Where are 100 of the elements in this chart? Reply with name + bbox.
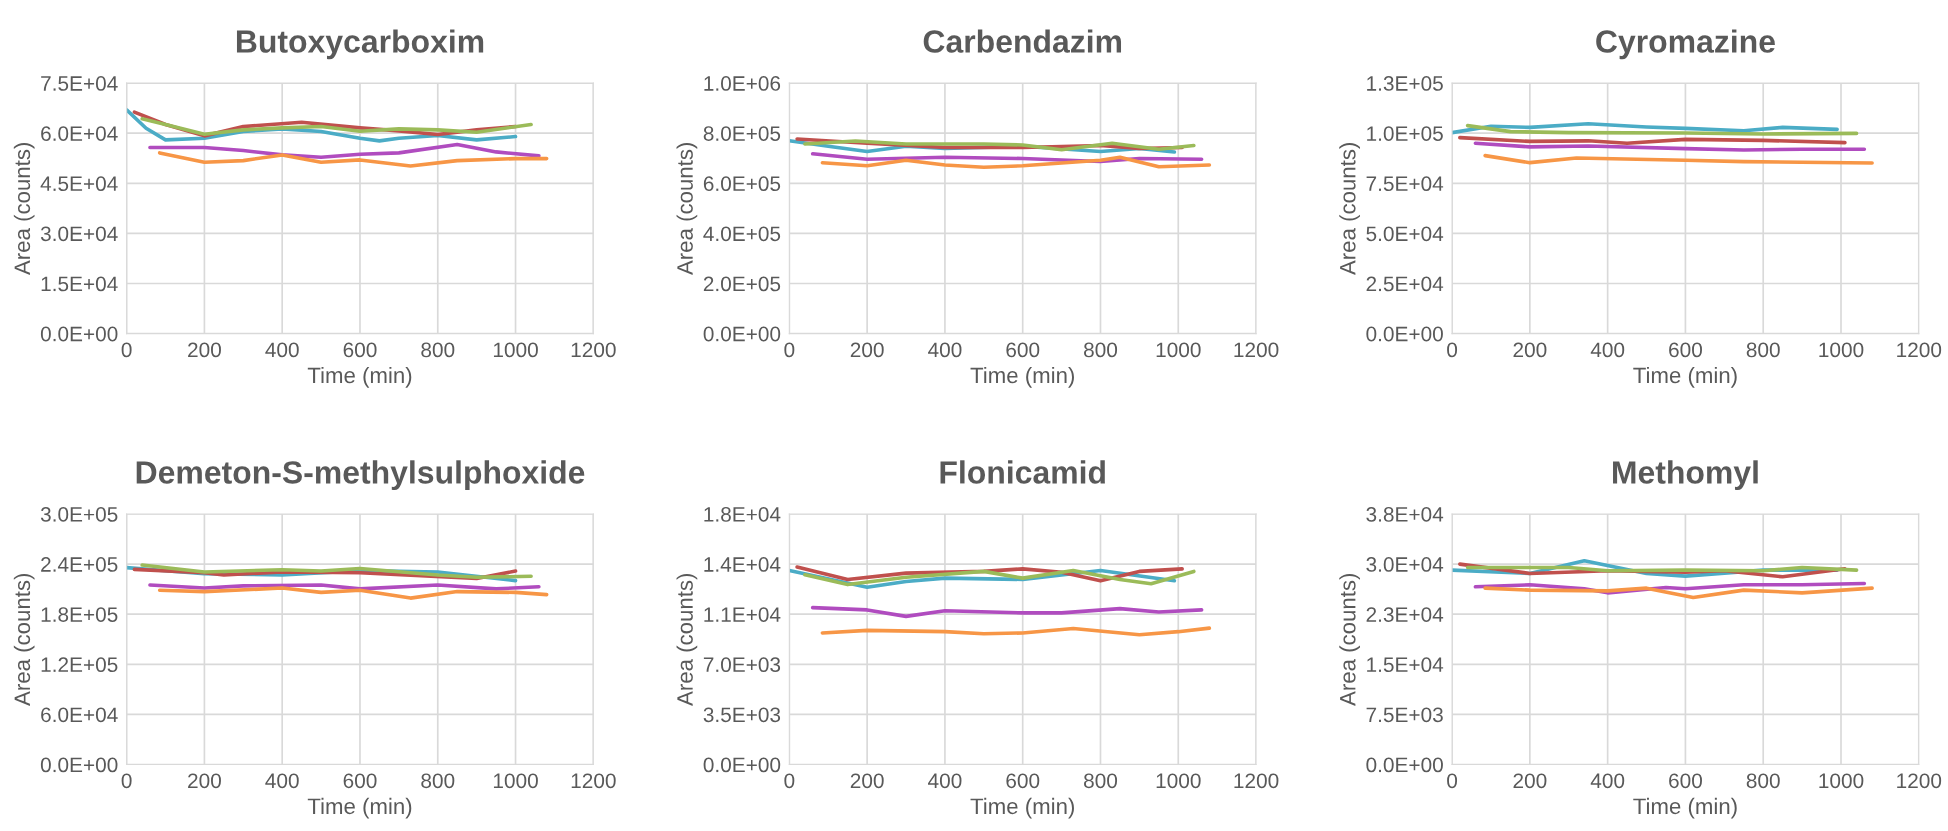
y-tick-label: 8.0E+05 (703, 126, 781, 141)
x-tick-label: 200 (188, 773, 221, 789)
x-tick-label: 0 (784, 773, 795, 789)
x-tick-label: 400 (928, 342, 962, 358)
line-series (1483, 153, 1874, 165)
x-tick-label: 200 (850, 342, 884, 358)
x-tick-label: 1000 (1819, 342, 1864, 358)
x-tick-label: 800 (421, 773, 455, 789)
x-tick-label: 200 (188, 342, 221, 358)
y-tick-label: 1.4E+04 (704, 557, 781, 572)
y-tick-label: 7.5E+04 (41, 76, 118, 91)
chart-title: Flonicamid (940, 460, 1105, 484)
chart-title: Methomyl (1613, 460, 1758, 491)
x-tick-label: 1000 (1156, 773, 1201, 789)
x-tick-label: 200 (1513, 773, 1547, 789)
y-tick-label: 7.5E+04 (1366, 176, 1444, 192)
line-series (803, 568, 1196, 587)
line-series (157, 586, 549, 600)
y-tick-label: 1.5E+04 (1367, 657, 1444, 673)
x-tick-label: 800 (421, 342, 455, 358)
line-series (820, 626, 1212, 637)
y-tick-label: 1.0E+05 (1367, 126, 1443, 141)
y-tick-label: 3.0E+04 (1366, 557, 1444, 572)
y-axis-title: Area (counts) (13, 573, 35, 706)
x-tick-label: 1000 (1156, 342, 1201, 358)
x-axis-title: Time (min) (970, 366, 1074, 388)
x-axis-title: Time (min) (970, 797, 1074, 819)
x-axis-title: Time (min) (307, 366, 412, 388)
y-axis-title: Area (counts) (676, 143, 698, 276)
y-tick-label: 4.0E+05 (703, 226, 781, 242)
y-tick-label: 1.1E+04 (704, 607, 781, 622)
y-tick-label: 1.3E+05 (1367, 76, 1443, 91)
x-tick-label: 1200 (571, 773, 616, 789)
x-tick-label: 400 (265, 342, 299, 358)
y-axis-title: Area (counts) (1339, 143, 1360, 276)
x-tick-label: 0 (121, 773, 132, 789)
line-series (810, 605, 1204, 619)
x-tick-label: 1200 (1897, 773, 1942, 789)
y-tick-label: 2.0E+05 (703, 276, 781, 292)
x-tick-label: 400 (928, 773, 962, 789)
x-tick-label: 0 (121, 342, 132, 358)
line-series (1465, 123, 1859, 136)
x-tick-label: 1000 (1819, 773, 1864, 789)
y-tick-label: 4.5E+04 (40, 176, 118, 192)
x-tick-label: 800 (1746, 342, 1780, 358)
line-series (1473, 141, 1867, 152)
x-tick-label: 1200 (1897, 342, 1942, 358)
x-tick-label: 600 (1669, 342, 1702, 358)
x-tick-label: 400 (1590, 342, 1625, 358)
x-tick-label: 800 (1084, 773, 1118, 789)
y-tick-label: 1.8E+04 (704, 507, 781, 522)
x-tick-label: 200 (1513, 342, 1547, 358)
x-tick-label: 600 (343, 773, 377, 789)
x-tick-label: 800 (1746, 773, 1780, 789)
y-tick-label: 3.0E+05 (40, 507, 118, 522)
line-series (140, 563, 533, 580)
y-tick-label: 3.0E+04 (40, 226, 118, 242)
x-tick-label: 600 (1669, 773, 1702, 789)
x-tick-label: 200 (850, 773, 884, 789)
y-tick-label: 0.0E+00 (1366, 757, 1443, 773)
x-tick-label: 1200 (571, 342, 616, 358)
chart-title: Cyromazine (1596, 29, 1775, 60)
x-axis-title: Time (min) (1633, 366, 1737, 388)
y-tick-label: 7.5E+03 (1366, 707, 1443, 723)
y-tick-label: 2.4E+05 (41, 557, 118, 572)
chart-title: Carbendazim (923, 29, 1122, 53)
chart-title: Demeton-S-methylsulphoxide (136, 460, 585, 491)
y-tick-label: 3.5E+03 (703, 707, 781, 723)
y-tick-label: 2.5E+04 (1366, 276, 1444, 292)
x-tick-label: 600 (1006, 773, 1040, 789)
x-tick-label: 600 (343, 342, 377, 358)
chart-title: Butoxycarboxim (236, 29, 484, 60)
line-series (820, 155, 1212, 170)
x-tick-label: 1200 (1234, 342, 1279, 358)
x-tick-label: 0 (1447, 342, 1458, 358)
y-tick-label: 0.0E+00 (40, 757, 118, 773)
y-tick-label: 0.0E+00 (40, 326, 118, 342)
line-series (1483, 586, 1874, 600)
y-axis-title: Area (counts) (676, 573, 698, 706)
y-tick-label: 0.0E+00 (703, 326, 781, 342)
x-axis-title: Time (min) (1633, 797, 1737, 819)
line-series (157, 151, 549, 168)
y-tick-label: 0.0E+00 (1366, 326, 1443, 342)
y-tick-label: 6.0E+04 (41, 126, 118, 141)
x-tick-label: 600 (1006, 342, 1040, 358)
y-axis-title: Area (counts) (13, 143, 35, 276)
line-series (1452, 121, 1839, 135)
y-tick-label: 2.3E+04 (1366, 607, 1444, 622)
y-tick-label: 3.8E+04 (1366, 507, 1444, 522)
x-axis-title: Time (min) (307, 797, 412, 819)
x-tick-label: 0 (1447, 773, 1458, 789)
line-series (140, 117, 533, 137)
x-tick-label: 1000 (493, 342, 538, 358)
x-tick-label: 400 (1590, 773, 1625, 789)
line-series (148, 142, 541, 160)
x-tick-label: 400 (265, 773, 299, 789)
y-tick-label: 6.0E+04 (41, 707, 118, 723)
y-tick-label: 1.8E+05 (41, 607, 118, 622)
y-tick-label: 1.5E+04 (41, 276, 118, 292)
y-axis-title: Area (counts) (1339, 573, 1360, 706)
